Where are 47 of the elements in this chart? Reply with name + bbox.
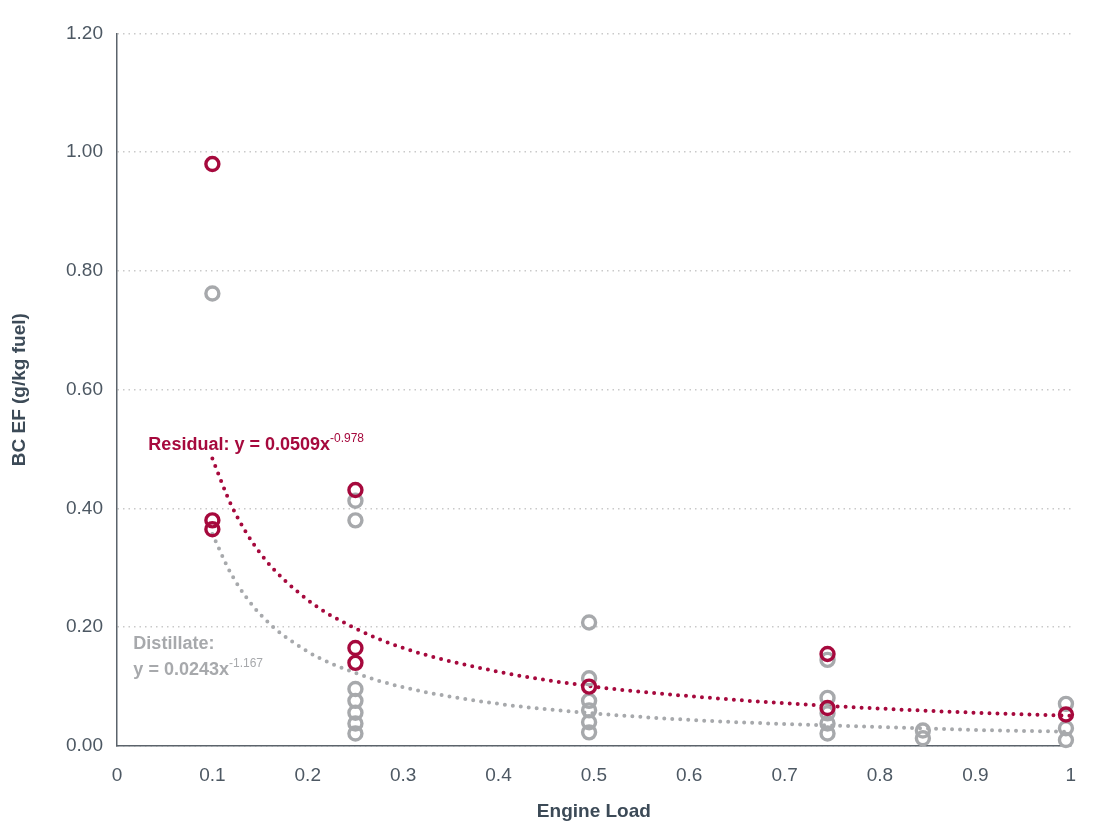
x-axis-title: Engine Load xyxy=(536,799,651,821)
point xyxy=(580,724,598,741)
y-axis-title: BC EF (g/kg fuel) xyxy=(7,313,29,467)
y-tick-label: 1.00 xyxy=(66,140,103,162)
x-tick-label: 0.7 xyxy=(771,763,798,785)
point xyxy=(580,702,598,719)
point xyxy=(1057,719,1075,737)
y-tick-label: 0.40 xyxy=(66,496,103,518)
x-tick-label: 0.1 xyxy=(199,763,226,785)
point xyxy=(819,715,836,732)
point xyxy=(580,714,598,731)
point xyxy=(819,645,836,663)
point xyxy=(1057,731,1075,749)
point xyxy=(347,725,364,742)
x-tick-label: 1 xyxy=(1065,763,1077,785)
x-tick-label: 0.5 xyxy=(580,763,608,785)
point xyxy=(347,481,364,499)
x-tick-label: 0.4 xyxy=(485,763,513,785)
point xyxy=(819,699,836,717)
point xyxy=(347,680,364,698)
point xyxy=(347,704,364,721)
point xyxy=(347,654,364,672)
point xyxy=(347,715,364,732)
point xyxy=(1057,706,1075,723)
point xyxy=(204,155,221,173)
point xyxy=(347,512,364,529)
x-tick-label: 0.2 xyxy=(294,763,321,785)
point xyxy=(819,725,836,742)
point xyxy=(580,614,598,631)
y-tick-label: 0.60 xyxy=(66,377,103,399)
point xyxy=(580,678,598,695)
point xyxy=(204,521,221,538)
y-tick-label: 1.20 xyxy=(66,21,103,43)
point xyxy=(204,512,221,529)
y-tick-label: 0.20 xyxy=(66,615,103,637)
x-tick-label: 0 xyxy=(111,763,123,785)
point xyxy=(347,692,364,710)
x-tick-label: 0.6 xyxy=(676,763,703,785)
x-tick-label: 0.8 xyxy=(866,763,894,785)
point xyxy=(914,722,932,739)
x-tick-label: 0.3 xyxy=(389,763,417,785)
point xyxy=(347,639,364,657)
point xyxy=(204,285,221,302)
y-tick-label: 0.00 xyxy=(66,734,103,756)
x-tick-label: 0.9 xyxy=(962,763,989,785)
y-tick-label: 0.80 xyxy=(66,259,103,281)
point xyxy=(914,730,932,747)
